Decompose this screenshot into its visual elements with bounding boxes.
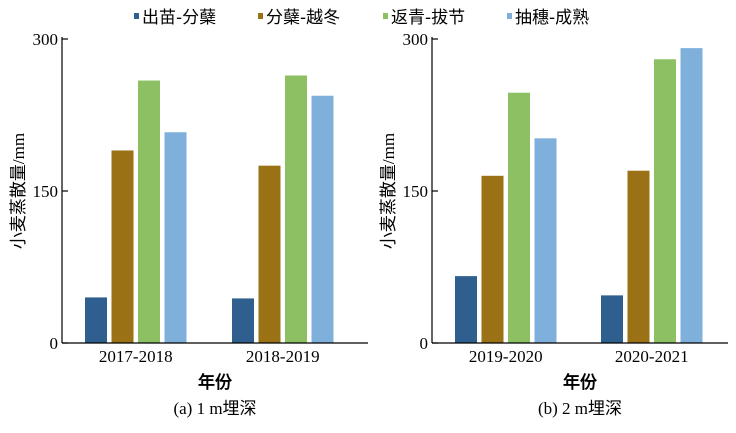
y-tick-label: 150 xyxy=(33,182,59,201)
bar-2019-2020-3 xyxy=(508,92,530,343)
bar-2017-2018-4 xyxy=(164,132,187,343)
bar-2018-2019-4 xyxy=(311,95,334,343)
panel-a: 2017-2018 2018-2019 0 150 300 年份 (a) 1 m埋深 小麦蒸散… xyxy=(9,30,368,418)
y-tick-label: 0 xyxy=(50,334,59,353)
legend: 出苗-分蘖 分蘖-越冬 返青-拔节 抽穗-成熟 xyxy=(134,7,589,28)
x-axis-label: 年份 xyxy=(563,372,598,392)
x-tick-label: 2020-2021 xyxy=(615,347,689,366)
bar-2017-2018-2 xyxy=(111,150,134,343)
panel-caption: (a) 1 m埋深 xyxy=(173,399,256,418)
legend-label: 出苗-分蘖 xyxy=(142,8,216,28)
panel-caption: (b) 2 m埋深 xyxy=(538,399,622,418)
x-tick-label: 2017-2018 xyxy=(99,347,173,366)
bar-2020-2021-2 xyxy=(627,170,650,343)
panel-b: 2019-2020 2020-2021 0 150 300 年份 (b) 2 m埋深 小麦蒸散… xyxy=(379,30,728,418)
y-axis-label: 小麦蒸散量/mm xyxy=(9,133,28,249)
bar-2019-2020-2 xyxy=(481,175,504,343)
legend-label: 返青-拔节 xyxy=(391,8,465,28)
x-axis-label: 年份 xyxy=(198,372,233,392)
bar-2018-2019-3 xyxy=(285,75,307,343)
bar-2019-2020-1 xyxy=(455,276,477,343)
bar-2017-2018-1 xyxy=(85,297,107,343)
bar-2019-2020-4 xyxy=(534,138,557,343)
bar-2018-2019-2 xyxy=(258,165,281,343)
y-tick-label: 300 xyxy=(33,30,59,49)
y-tick-label: 300 xyxy=(403,30,429,49)
bar-2017-2018-3 xyxy=(138,80,160,344)
y-axis-label: 小麦蒸散量/mm xyxy=(379,133,398,249)
bar-2020-2021-4 xyxy=(680,48,703,344)
legend-swatch xyxy=(383,13,388,19)
bar-2020-2021-3 xyxy=(654,59,676,344)
bar-2020-2021-1 xyxy=(601,295,623,343)
y-tick-label: 0 xyxy=(420,334,429,353)
legend-swatch xyxy=(507,13,512,19)
legend-swatch xyxy=(134,13,139,19)
y-tick-label: 150 xyxy=(403,182,429,201)
x-tick-label: 2018-2019 xyxy=(246,347,320,366)
legend-label: 抽穗-成熟 xyxy=(515,7,589,28)
legend-swatch xyxy=(258,13,263,19)
legend-label: 分蘖-越冬 xyxy=(266,8,340,28)
bar-2018-2019-1 xyxy=(232,298,254,343)
x-tick-label: 2019-2020 xyxy=(469,347,543,366)
